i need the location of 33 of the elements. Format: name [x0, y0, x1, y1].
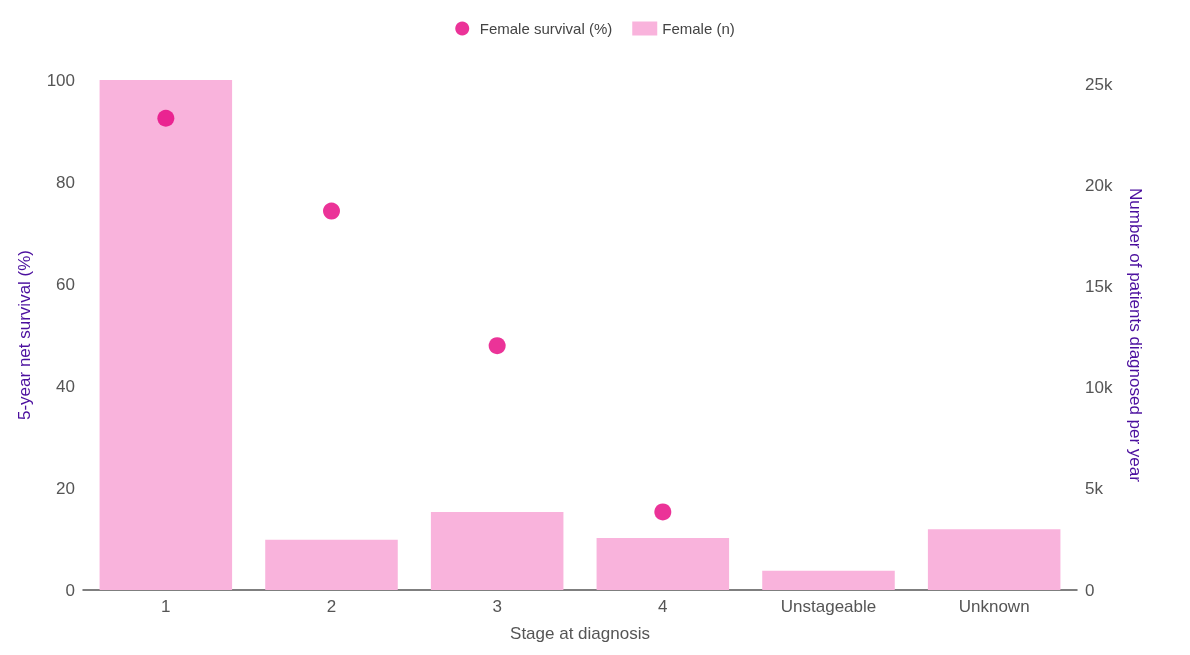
y2-tick-label: 10k — [1085, 378, 1113, 398]
y-axis-title: 5-year net survival (%) — [15, 249, 34, 421]
bar — [596, 537, 730, 590]
bar — [762, 570, 895, 590]
x-tick-label: 1 — [161, 597, 171, 616]
y-tick-label: 0 — [65, 580, 75, 600]
x-tick-label: Unstageable — [780, 597, 877, 616]
y-tick-label: 100 — [46, 70, 75, 90]
bar — [927, 529, 1061, 590]
y-tick-label: 80 — [56, 172, 75, 192]
bar — [99, 80, 233, 590]
y2-axis-title: Number of patients diagnosed per year — [1126, 188, 1145, 483]
y2-tick-label: 25k — [1085, 74, 1113, 94]
legend-label: Female (n) — [662, 20, 735, 37]
x-tick-label: 4 — [658, 597, 668, 616]
y2-tick-label: 0 — [1085, 580, 1095, 600]
x-tick-label: Unknown — [958, 597, 1030, 616]
y-tick-label: 20 — [56, 478, 75, 498]
y2-tick-label: 20k — [1085, 175, 1113, 195]
point — [157, 109, 175, 127]
point — [654, 503, 672, 521]
bar — [430, 511, 564, 590]
point — [323, 202, 340, 220]
y2-tick-label: 15k — [1085, 276, 1113, 296]
y-tick-label: 60 — [56, 274, 75, 294]
x-tick-label: 3 — [492, 597, 502, 616]
x-tick-label: 2 — [326, 597, 337, 616]
y2-tick-label: 5k — [1085, 479, 1104, 499]
legend-label: Female survival (%) — [479, 20, 613, 37]
x-axis-title: Stage at diagnosis — [510, 624, 650, 643]
bar — [265, 539, 398, 590]
point — [488, 337, 506, 355]
y-tick-label: 40 — [56, 376, 75, 396]
